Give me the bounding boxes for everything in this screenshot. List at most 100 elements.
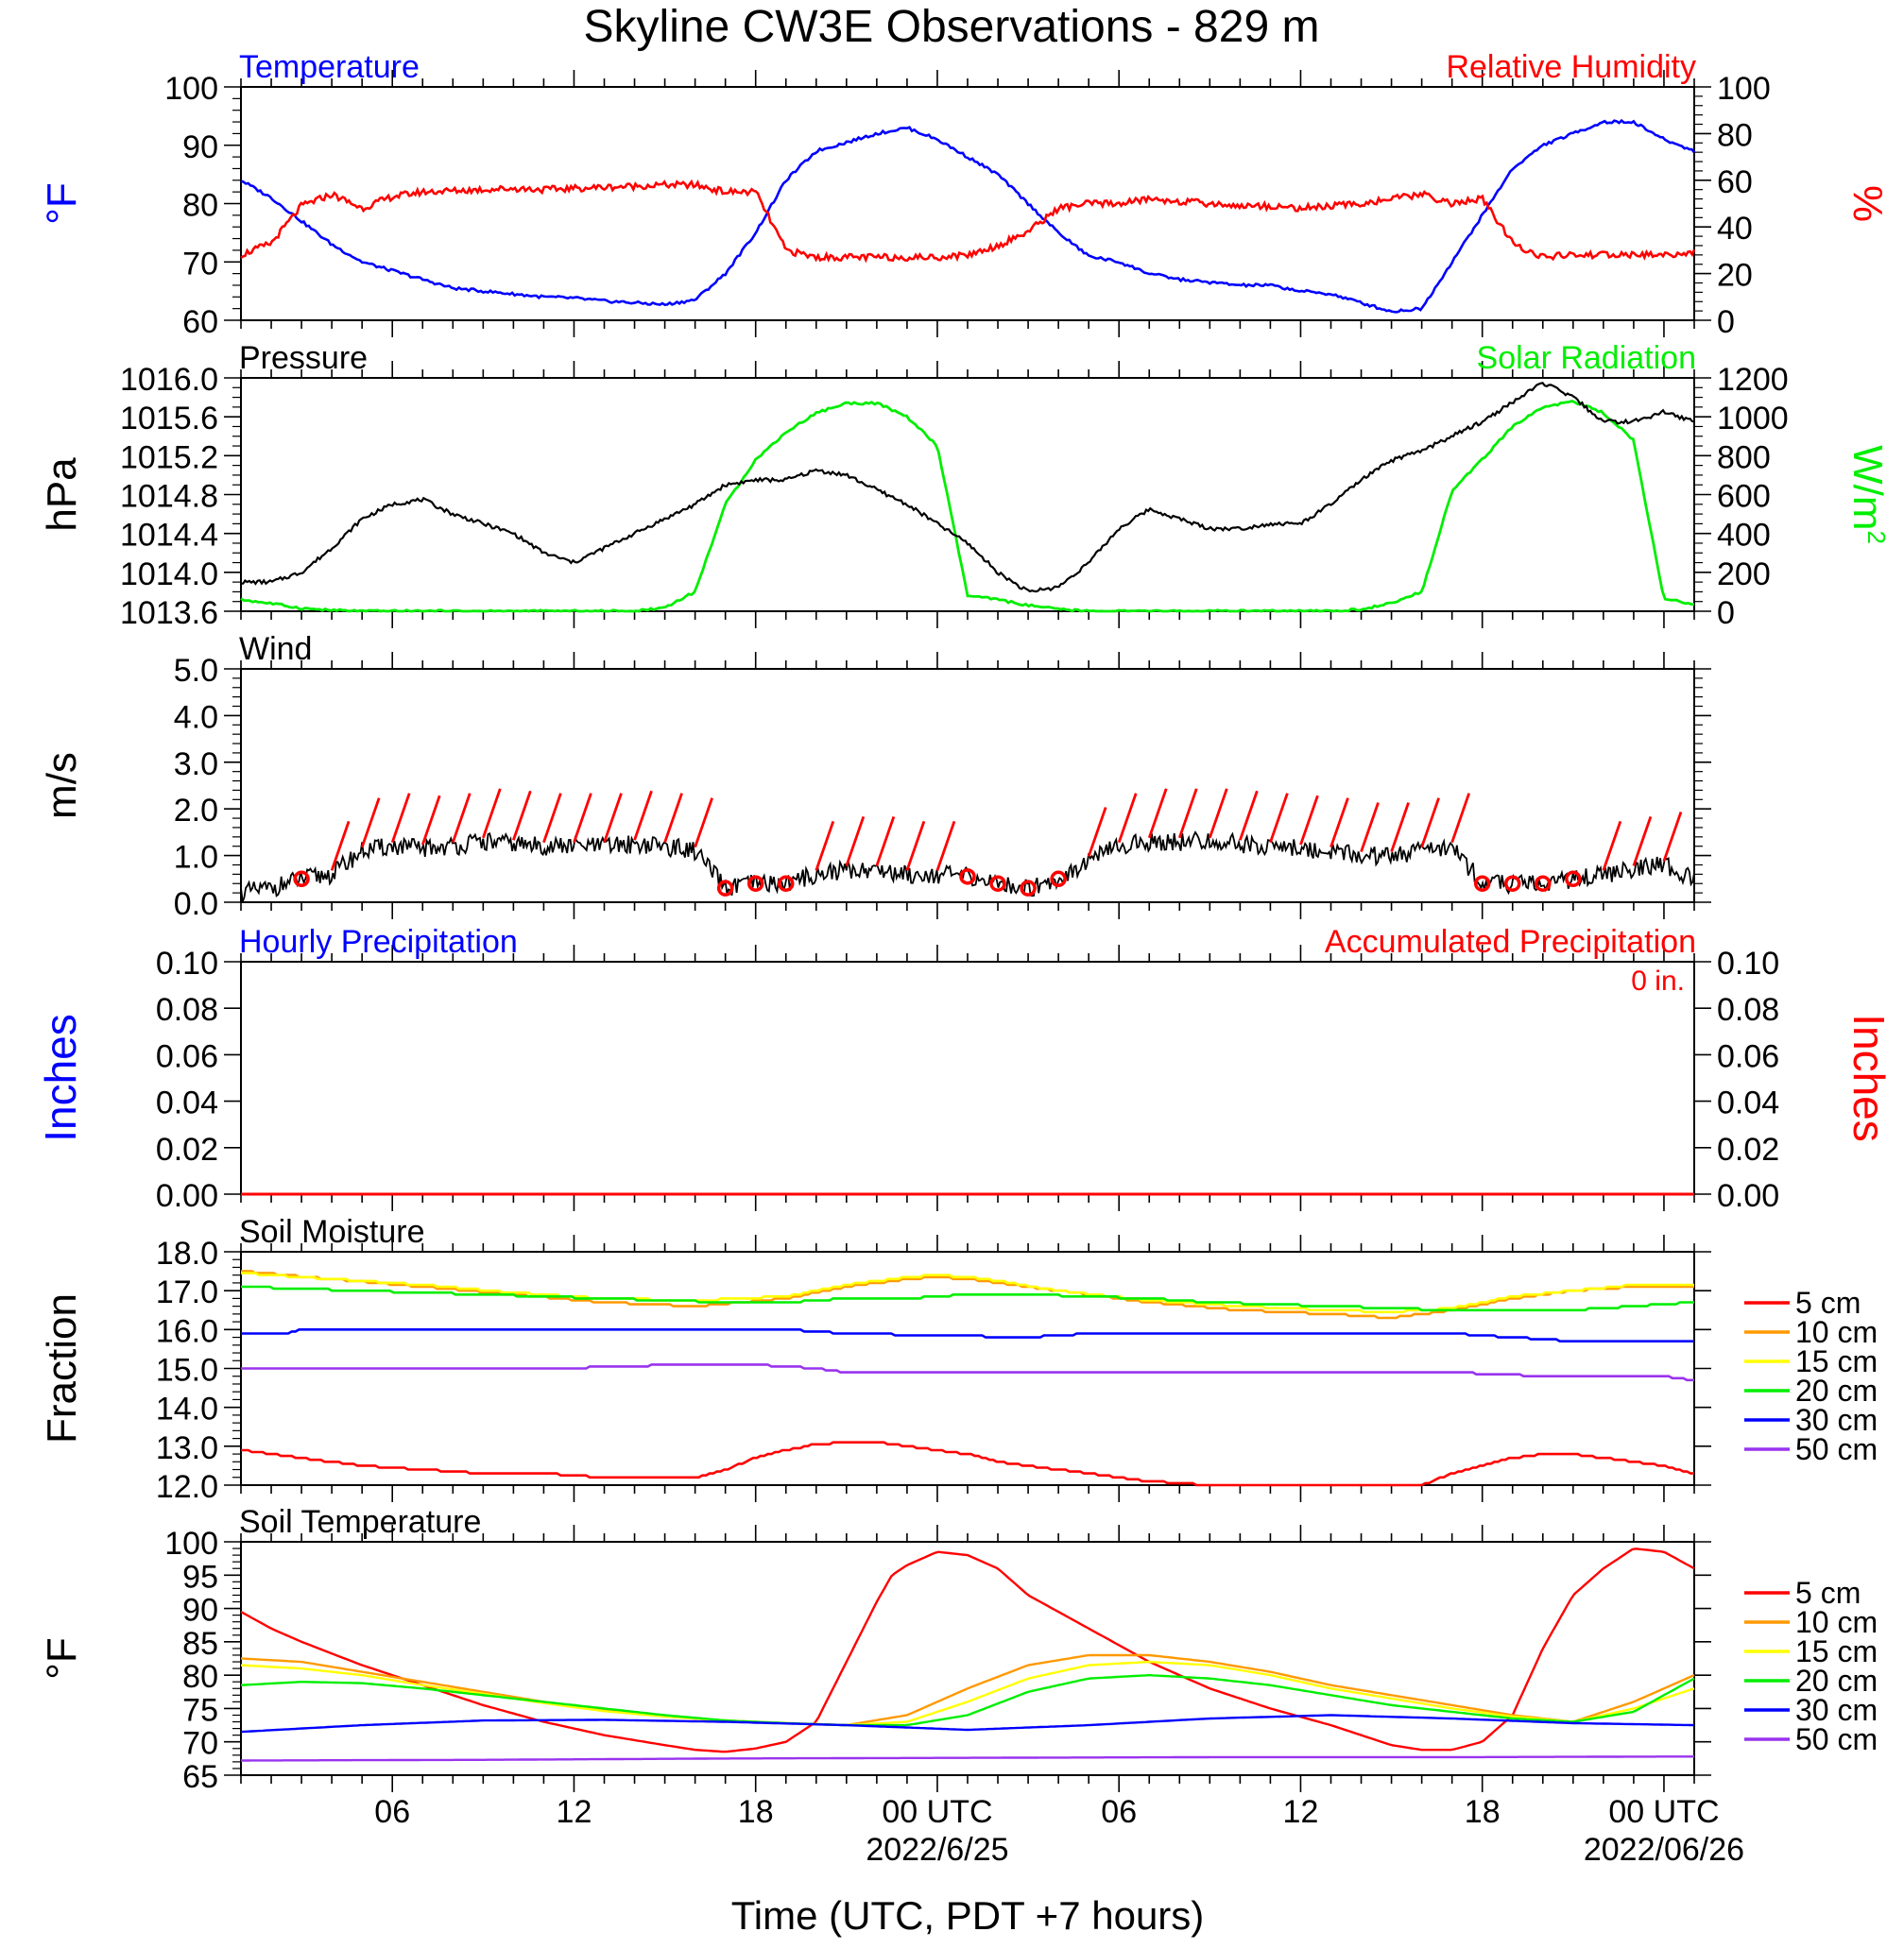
pressure-y-tick-label-right: 1200 [1717, 362, 1789, 398]
soil_moisture-legend-label: 10 cm [1795, 1315, 1878, 1349]
wind-barb [542, 793, 562, 844]
precip-y-tick-label-left: 0.00 [156, 1178, 218, 1214]
x-tick-label: 00 UTC [1608, 1794, 1719, 1830]
temperature-y-tick-label-left: 90 [182, 129, 218, 165]
wind-barb-calm [1050, 870, 1067, 888]
pressure-y-tick-label-left: 1014.4 [120, 518, 218, 554]
soil_moisture-y-tick-label-left: 15.0 [156, 1353, 218, 1389]
pressure-frame [240, 377, 1695, 612]
wind-barb-calm [293, 870, 310, 888]
soil-temperature-line [240, 1714, 1695, 1734]
soil_temperature-y-tick-label-left: 100 [164, 1526, 218, 1562]
pressure-right-title: Solar Radiation [1477, 340, 1696, 376]
soil_temperature-left-title: Soil Temperature [239, 1504, 481, 1540]
wind-barb [1602, 820, 1622, 871]
humidity-line [240, 179, 1696, 264]
wind-y-tick-label-left: 0.0 [174, 886, 218, 922]
soil-temperature-line [240, 1660, 1695, 1727]
precip-y-tick-label-right: 0.08 [1717, 992, 1779, 1028]
wind-y-tick-label-left: 1.0 [174, 840, 218, 876]
soil_temperature-y-tick-label-left: 80 [182, 1659, 218, 1695]
temperature-panel: Temperature Relative Humidity 60 70 80 90 100 0… [39, 49, 1891, 340]
x-tick-label: 18 [1465, 1794, 1501, 1830]
pressure-line [241, 382, 1695, 593]
wind-barb [1117, 793, 1138, 844]
pressure-y-tick-label-left: 1014.8 [120, 479, 218, 515]
pressure-y-tick-label-left: 1013.6 [120, 595, 218, 631]
soil_moisture-panel: Soil Moisture 12.013.014.015.0 16.017.018.… [39, 1214, 1878, 1505]
panels-group: Temperature Relative Humidity607080901000… [36, 49, 1894, 1868]
soil_temperature-legend-label: 20 cm [1795, 1664, 1878, 1698]
precip-y-tick-label-left: 0.02 [156, 1132, 218, 1168]
wind-barb-calm [959, 868, 976, 885]
soil-temperature-line [240, 1547, 1695, 1753]
temperature-right-axis-label: % [1844, 185, 1891, 222]
wind-barb [390, 793, 411, 844]
soil_temperature-legend-label: 50 cm [1795, 1722, 1878, 1756]
soil_temperature-y-tick-label-left: 75 [182, 1692, 218, 1728]
soil_temperature-y-tick-label-left: 65 [182, 1759, 218, 1795]
wind-barb-calm [1473, 875, 1491, 892]
temperature-y-tick-label-left: 70 [182, 246, 218, 282]
precip-right-axis-label: Inches [1844, 1014, 1894, 1142]
soil_temperature-legend-label: 30 cm [1795, 1693, 1878, 1727]
wind-barb [1147, 788, 1168, 839]
wind-barb-calm [1565, 870, 1582, 888]
wind-barb [451, 793, 472, 844]
wind-barb [633, 790, 653, 841]
wind-barb-calm [1504, 875, 1521, 892]
soil_moisture-y-tick-label-left: 12.0 [156, 1469, 218, 1505]
wind-barb-calm [989, 875, 1006, 892]
pressure-left-axis-label: hPa [39, 457, 85, 532]
temperature-left-axis-label: °F [39, 182, 85, 224]
soil_moisture-legend-label: 30 cm [1795, 1403, 1878, 1437]
wind-barb [420, 795, 441, 846]
precip-left-axis-label: Inches [36, 1014, 85, 1142]
wind-y-tick-label-left: 4.0 [174, 699, 218, 735]
x-tick-label: 18 [738, 1794, 774, 1830]
temperature-y-tick-label-right: 0 [1717, 304, 1735, 340]
wind-barb [845, 815, 866, 866]
soil-temperature-line [240, 1653, 1695, 1727]
soil_moisture-left-title: Soil Moisture [239, 1214, 425, 1250]
soil_moisture-legend-label: 5 cm [1795, 1286, 1861, 1320]
wind-barb [694, 797, 713, 848]
pressure-panel: Pressure Solar Radiation1013.61014.01014.… [39, 340, 1891, 631]
soil_moisture-legend-label: 20 cm [1795, 1374, 1878, 1408]
soil_temperature-legend-label: 15 cm [1795, 1634, 1878, 1668]
wind-barb [815, 820, 835, 871]
temperature-left-title: Temperature [239, 49, 420, 85]
precip-frame [240, 961, 1695, 1195]
pressure-right-axis-label: W/m2 [1844, 445, 1891, 544]
wind-barb-calm [778, 875, 795, 892]
wind-barb [1087, 807, 1107, 857]
wind-speed-line [240, 830, 1695, 902]
precip-total-label: 0 in. [1631, 966, 1685, 997]
wind-barb [1420, 797, 1440, 848]
x-tick-label: 06 [1101, 1794, 1137, 1830]
soil_moisture-left-axis-label: Fraction [39, 1293, 85, 1444]
soil-moisture-line [241, 1441, 1694, 1487]
figure-title: Skyline CW3E Observations - 829 m [584, 2, 1320, 52]
pressure-y-tick-label-right: 400 [1717, 518, 1771, 554]
x-tick-label: 12 [557, 1794, 592, 1830]
wind-barb [360, 797, 381, 848]
soil_moisture-y-tick-label-left: 17.0 [156, 1274, 218, 1310]
wind-barb [603, 793, 623, 844]
soil_temperature-y-tick-label-left: 95 [182, 1559, 218, 1595]
wind-barb [875, 815, 896, 866]
wind-left-axis-label: m/s [39, 752, 85, 819]
date-label: 2022/06/26 [1584, 1832, 1744, 1868]
wind-barb [663, 793, 683, 844]
x-tick-label: 12 [1283, 1794, 1319, 1830]
temperature-y-tick-label-left: 80 [182, 188, 218, 224]
x-tick-label: 06 [374, 1794, 410, 1830]
soil-moisture-line [241, 1363, 1694, 1382]
precip-y-tick-label-left: 0.04 [156, 1086, 218, 1121]
x-tick-label: 00 UTC [882, 1794, 992, 1830]
soil_temperature-y-tick-label-left: 85 [182, 1626, 218, 1662]
soil_moisture-y-tick-label-left: 13.0 [156, 1430, 218, 1466]
